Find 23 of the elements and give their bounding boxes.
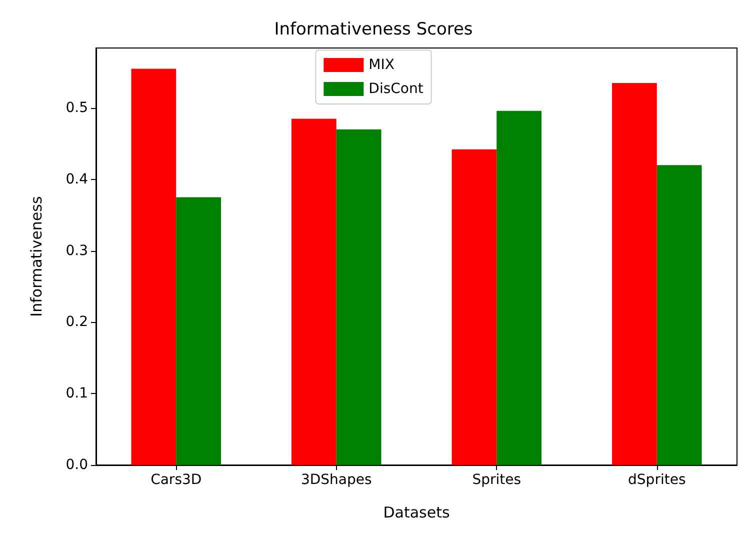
- y-tick-label: 0.3: [66, 242, 88, 259]
- bar: [612, 82, 657, 465]
- bar: [656, 165, 702, 465]
- y-tick-label: 0.0: [66, 457, 88, 473]
- x-tick-label: Sprites: [472, 472, 522, 488]
- x-tick-label: Cars3D: [150, 472, 202, 488]
- x-axis-title: Datasets: [383, 504, 450, 522]
- chart-title: Informativeness Scores: [274, 20, 473, 40]
- y-tick-label: 0.2: [66, 314, 88, 330]
- legend-label: DisCont: [368, 81, 424, 97]
- bar: [292, 118, 336, 465]
- legend-label: MIX: [368, 57, 395, 73]
- y-tick-label: 0.5: [66, 100, 88, 116]
- y-tick-label: 0.4: [66, 171, 88, 188]
- bar: [336, 129, 382, 465]
- bar: [131, 68, 176, 465]
- y-axis-title: Informativeness: [28, 196, 46, 317]
- bar: [176, 197, 221, 465]
- bar: [496, 110, 542, 465]
- x-tick-label: 3DShapes: [300, 472, 372, 488]
- x-tick-label: dSprites: [628, 472, 686, 488]
- y-tick-label: 0.1: [66, 386, 88, 402]
- bar: [452, 149, 497, 465]
